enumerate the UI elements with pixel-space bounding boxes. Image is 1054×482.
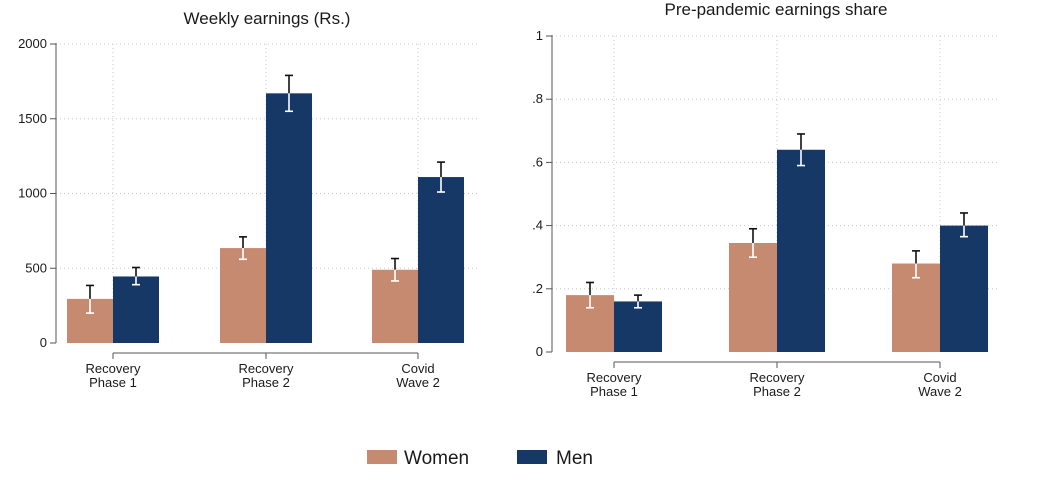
legend-swatch-women <box>367 450 397 464</box>
bar-men <box>940 225 988 352</box>
error-bar-men <box>132 266 140 286</box>
y-tick-label: 500 <box>25 260 47 275</box>
error-bar-men <box>285 74 293 113</box>
legend-label-women: Women <box>404 448 469 469</box>
error-bar-women <box>239 236 247 261</box>
error-bar-women <box>912 250 920 279</box>
legend-label-men: Men <box>556 448 593 469</box>
x-tick-label: Phase 2 <box>753 384 801 399</box>
x-tick-label: Phase 1 <box>89 375 137 390</box>
x-tick-label: Recovery <box>587 370 642 385</box>
chart-panel-2: Pre-pandemic earnings share 0 .2 .4 .6 .8 1 Rec… <box>532 0 1000 399</box>
x-tick-label: Recovery <box>239 361 294 376</box>
chart-title: Pre-pandemic earnings share <box>664 0 887 19</box>
x-tick-label: Covid <box>923 370 956 385</box>
y-tick-label: .2 <box>532 281 543 296</box>
x-tick-label: Phase 1 <box>590 384 638 399</box>
error-bar-men <box>960 212 968 238</box>
bar-men <box>614 301 662 352</box>
error-bar-women <box>86 284 94 314</box>
chart-title: Weekly earnings (Rs.) <box>184 9 351 28</box>
error-bar-men <box>634 294 642 309</box>
bar-men <box>113 276 159 343</box>
y-tick-label: 0 <box>536 344 543 359</box>
bar-women <box>729 242 777 352</box>
y-tick-label: 1500 <box>18 111 47 126</box>
bar-men <box>418 177 464 343</box>
bar-men <box>777 149 825 352</box>
x-tick-label: Wave 2 <box>396 375 440 390</box>
x-tick-label: Recovery <box>750 370 805 385</box>
y-tick-label: .8 <box>532 91 543 106</box>
y-tick-label: 0 <box>40 335 47 350</box>
y-tick-label: 2000 <box>18 36 47 51</box>
error-bar-women <box>586 281 594 309</box>
bar-women <box>220 248 266 343</box>
y-tick-label: 1000 <box>18 186 47 201</box>
x-tick-label: Phase 2 <box>242 375 290 390</box>
error-bar-men <box>797 133 805 167</box>
y-tick-label: .4 <box>532 218 543 233</box>
y-tick-label: 1 <box>536 28 543 43</box>
chart-panel-1: Weekly earnings (Rs.) 0 500 1000 1500 2000 Rec… <box>18 9 478 390</box>
y-tick-label: .6 <box>532 154 543 169</box>
error-bar-women <box>391 257 399 282</box>
bar-women <box>372 269 418 343</box>
legend: Women Men <box>367 448 593 469</box>
error-bar-men <box>437 161 445 193</box>
legend-swatch-men <box>517 450 547 464</box>
error-bar-women <box>749 227 757 259</box>
x-tick-label: Wave 2 <box>918 384 962 399</box>
bar-men <box>266 93 312 344</box>
x-tick-label: Covid <box>401 361 434 376</box>
x-tick-label: Recovery <box>86 361 141 376</box>
